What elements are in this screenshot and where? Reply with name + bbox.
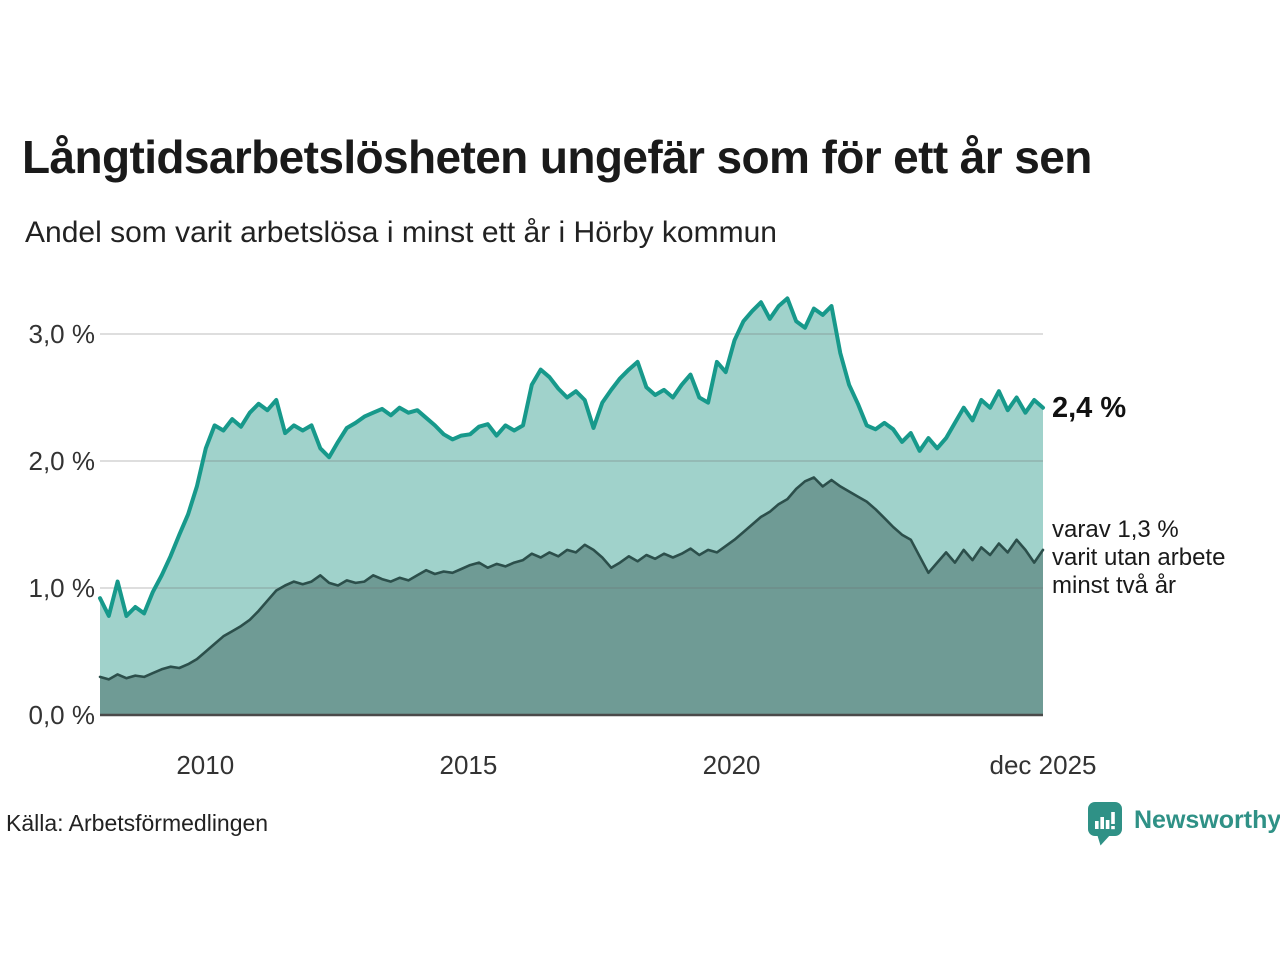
- x-axis-label: 2015: [439, 750, 498, 780]
- page-title: Långtidsarbetslösheten ungefär som för e…: [22, 131, 1092, 183]
- y-axis-label: 0,0 %: [28, 700, 96, 730]
- x-axis-label: 2010: [176, 750, 235, 780]
- newsworthy-logo-text: Newsworthy: [1134, 806, 1280, 834]
- two-year-annotation: varav 1,3 % varit utan arbete minst två …: [1052, 516, 1225, 600]
- page-subtitle: Andel som varit arbetslösa i minst ett å…: [25, 216, 777, 249]
- two-year-annotation-line-3: minst två år: [1052, 571, 1177, 599]
- newsworthy-bubble-barchart-icon: [1088, 802, 1122, 846]
- x-axis-label: dec 2025: [989, 750, 1097, 780]
- newsworthy-logo: Newsworthy: [1086, 800, 1280, 846]
- source-note: Källa: Arbetsförmedlingen: [6, 810, 269, 836]
- two-year-annotation-line-1: varav 1,3 %: [1052, 515, 1179, 543]
- two-year-annotation-line-2: varit utan arbete: [1052, 543, 1226, 571]
- x-axis-label: 2020: [702, 750, 761, 780]
- y-axis-label: 3,0 %: [28, 319, 96, 349]
- y-axis-label: 2,0 %: [28, 446, 96, 476]
- y-axis-label: 1,0 %: [28, 573, 96, 603]
- total-end-value-label: 2,4 %: [1052, 391, 1127, 424]
